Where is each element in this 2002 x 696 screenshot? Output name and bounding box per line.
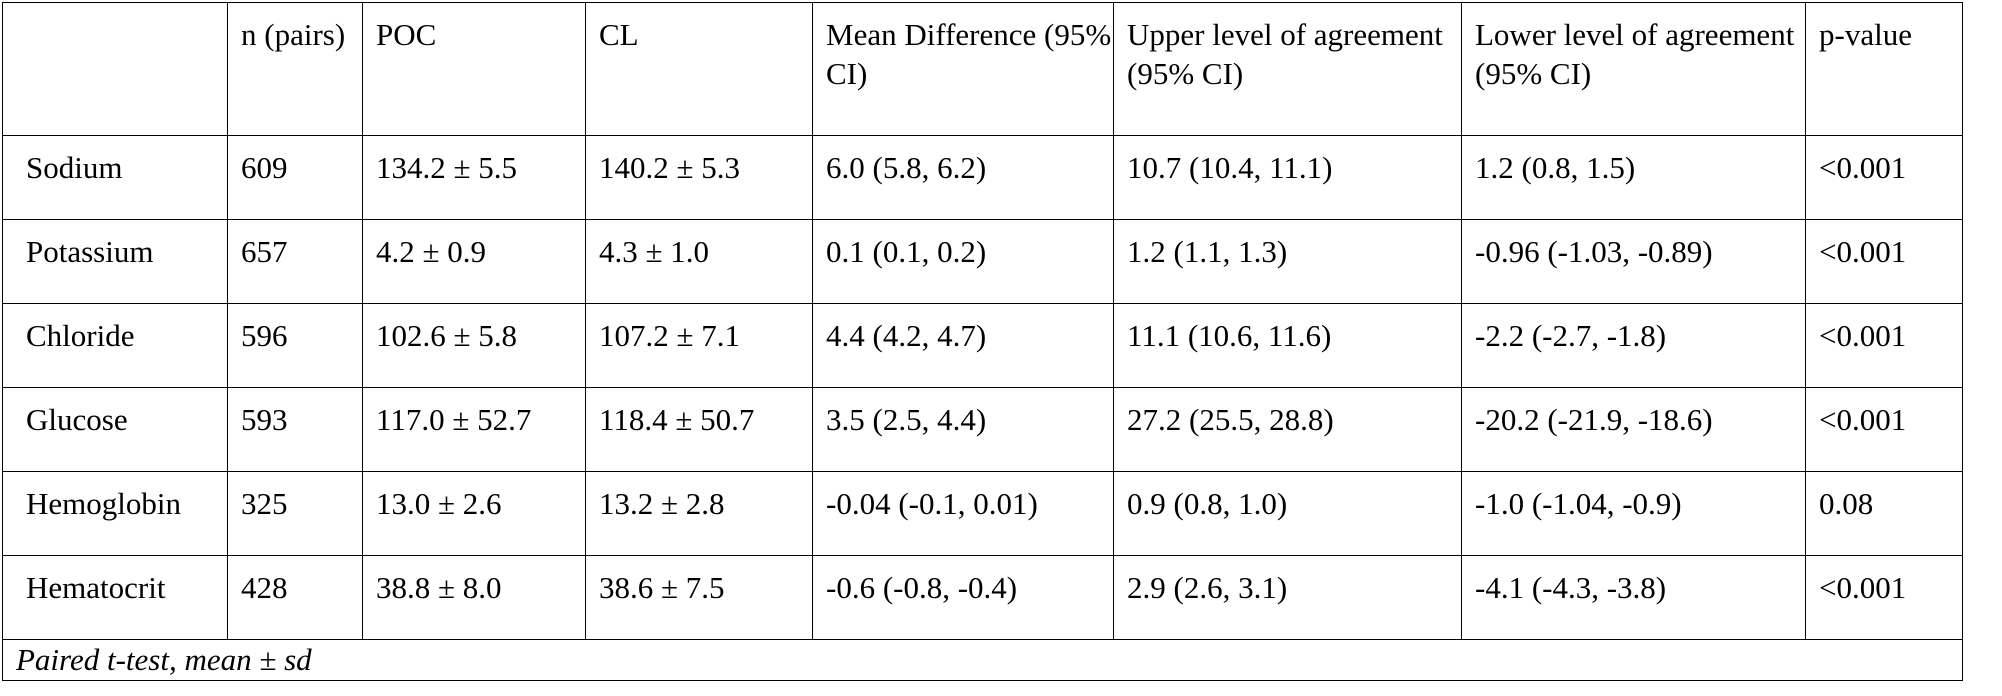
cell-p-value: <0.001 [1805,387,1963,472]
cell-upper-loa: 0.9 (0.8, 1.0) [1113,471,1462,556]
cell-n-pairs: 428 [227,555,363,640]
header-cell-poc: POC [362,2,586,136]
cell-mean-difference: 0.1 (0.1, 0.2) [812,219,1114,304]
cell-mean-difference: 3.5 (2.5, 4.4) [812,387,1114,472]
cell-upper-loa: 27.2 (25.5, 28.8) [1113,387,1462,472]
table-footnote: Paired t-test, mean ± sd [2,639,1963,681]
cell-poc: 117.0 ± 52.7 [362,387,586,472]
row-label: Potassium [2,219,228,304]
cell-mean-difference: 6.0 (5.8, 6.2) [812,135,1114,220]
row-label: Glucose [2,387,228,472]
cell-cl: 140.2 ± 5.3 [585,135,813,220]
cell-n-pairs: 657 [227,219,363,304]
header-row: n (pairs) POC CL Mean Difference (95% CI… [2,2,1963,136]
cell-n-pairs: 609 [227,135,363,220]
cell-p-value: <0.001 [1805,303,1963,388]
footnote-row: Paired t-test, mean ± sd [2,639,1963,681]
row-label: Sodium [2,135,228,220]
cell-upper-loa: 10.7 (10.4, 11.1) [1113,135,1462,220]
cell-lower-loa: 1.2 (0.8, 1.5) [1461,135,1806,220]
cell-cl: 118.4 ± 50.7 [585,387,813,472]
cell-n-pairs: 593 [227,387,363,472]
cell-mean-difference: 4.4 (4.2, 4.7) [812,303,1114,388]
cell-upper-loa: 2.9 (2.6, 3.1) [1113,555,1462,640]
cell-lower-loa: -20.2 (-21.9, -18.6) [1461,387,1806,472]
cell-poc: 13.0 ± 2.6 [362,471,586,556]
cell-mean-difference: -0.04 (-0.1, 0.01) [812,471,1114,556]
header-cell-blank [2,2,228,136]
header-cell-mean-difference: Mean Difference (95% CI) [812,2,1114,136]
table-row: Hematocrit 428 38.8 ± 8.0 38.6 ± 7.5 -0.… [2,555,1963,640]
cell-cl: 107.2 ± 7.1 [585,303,813,388]
table-row: Glucose 593 117.0 ± 52.7 118.4 ± 50.7 3.… [2,387,1963,472]
cell-p-value: <0.001 [1805,555,1963,640]
cell-upper-loa: 1.2 (1.1, 1.3) [1113,219,1462,304]
header-cell-lower-loa: Lower level of agreement (95% CI) [1461,2,1806,136]
row-label: Hemoglobin [2,471,228,556]
header-cell-n-pairs: n (pairs) [227,2,363,136]
cell-poc: 4.2 ± 0.9 [362,219,586,304]
table-row: Potassium 657 4.2 ± 0.9 4.3 ± 1.0 0.1 (0… [2,219,1963,304]
cell-poc: 102.6 ± 5.8 [362,303,586,388]
header-cell-upper-loa: Upper level of agreement (95% CI) [1113,2,1462,136]
cell-cl: 38.6 ± 7.5 [585,555,813,640]
cell-p-value: 0.08 [1805,471,1963,556]
cell-mean-difference: -0.6 (-0.8, -0.4) [812,555,1114,640]
header-cell-cl: CL [585,2,813,136]
row-label: Chloride [2,303,228,388]
header-cell-p-value: p-value [1805,2,1963,136]
cell-lower-loa: -4.1 (-4.3, -3.8) [1461,555,1806,640]
cell-upper-loa: 11.1 (10.6, 11.6) [1113,303,1462,388]
cell-lower-loa: -2.2 (-2.7, -1.8) [1461,303,1806,388]
cell-lower-loa: -0.96 (-1.03, -0.89) [1461,219,1806,304]
cell-poc: 134.2 ± 5.5 [362,135,586,220]
cell-cl: 4.3 ± 1.0 [585,219,813,304]
table-row: Chloride 596 102.6 ± 5.8 107.2 ± 7.1 4.4… [2,303,1963,388]
cell-cl: 13.2 ± 2.8 [585,471,813,556]
cell-lower-loa: -1.0 (-1.04, -0.9) [1461,471,1806,556]
cell-p-value: <0.001 [1805,135,1963,220]
table-row: Sodium 609 134.2 ± 5.5 140.2 ± 5.3 6.0 (… [2,135,1963,220]
table-row: Hemoglobin 325 13.0 ± 2.6 13.2 ± 2.8 -0.… [2,471,1963,556]
cell-p-value: <0.001 [1805,219,1963,304]
cell-poc: 38.8 ± 8.0 [362,555,586,640]
cell-n-pairs: 325 [227,471,363,556]
results-table: n (pairs) POC CL Mean Difference (95% CI… [2,2,1963,681]
row-label: Hematocrit [2,555,228,640]
cell-n-pairs: 596 [227,303,363,388]
